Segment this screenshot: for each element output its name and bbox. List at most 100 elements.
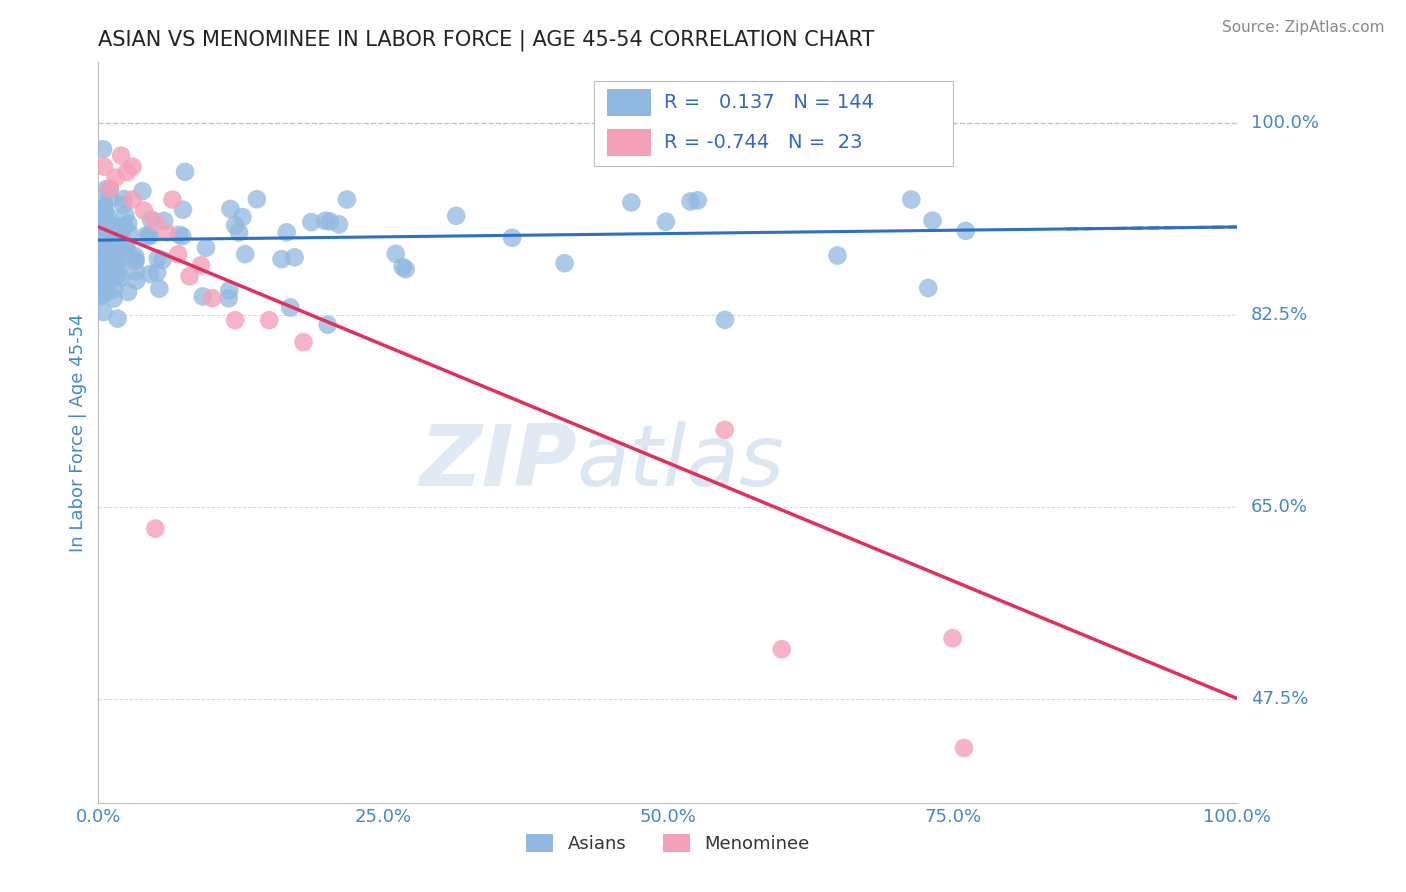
Point: [115, 241, 138, 255]
Point: [103, 282, 125, 296]
Point: [278, 301, 301, 315]
Point: [94, 212, 117, 227]
Point: [124, 249, 146, 263]
Point: [94, 227, 117, 241]
Point: [299, 215, 322, 229]
Point: [231, 210, 253, 224]
FancyBboxPatch shape: [593, 81, 953, 166]
Point: [114, 208, 136, 222]
Point: [94, 182, 117, 196]
Text: 65.0%: 65.0%: [1251, 498, 1308, 516]
Point: [87, 274, 110, 288]
Point: [121, 160, 143, 174]
Point: [955, 224, 977, 238]
Point: [172, 202, 194, 217]
Point: [714, 423, 737, 437]
Point: [87, 264, 110, 278]
Point: [103, 268, 125, 282]
Point: [270, 252, 292, 267]
Point: [195, 241, 218, 255]
Point: [145, 214, 167, 228]
Point: [93, 215, 115, 229]
Point: [97, 285, 120, 299]
Point: [233, 247, 256, 261]
Point: [124, 254, 146, 268]
Point: [135, 228, 157, 243]
Point: [105, 246, 128, 260]
Legend: Asians, Menominee: Asians, Menominee: [519, 827, 817, 861]
Point: [224, 313, 246, 327]
Point: [91, 142, 114, 156]
Point: [319, 214, 342, 228]
Point: [145, 522, 167, 536]
Point: [224, 218, 246, 232]
Point: [90, 280, 112, 294]
Point: [153, 214, 176, 228]
Point: [125, 274, 148, 288]
Point: [100, 191, 122, 205]
Point: [98, 181, 121, 195]
Point: [94, 256, 117, 270]
Text: R =   0.137   N = 144: R = 0.137 N = 144: [665, 93, 875, 112]
Point: [121, 193, 143, 207]
Point: [124, 252, 146, 267]
Point: [107, 268, 129, 283]
Point: [101, 222, 124, 236]
Point: [104, 258, 127, 272]
Point: [103, 266, 125, 280]
Point: [89, 241, 111, 255]
Point: [89, 229, 111, 244]
Point: [174, 165, 197, 179]
Point: [111, 198, 134, 212]
Point: [167, 247, 190, 261]
Text: ASIAN VS MENOMINEE IN LABOR FORCE | AGE 45-54 CORRELATION CHART: ASIAN VS MENOMINEE IN LABOR FORCE | AGE …: [98, 29, 875, 51]
Point: [169, 227, 191, 242]
Point: [219, 202, 242, 216]
Point: [148, 282, 170, 296]
Point: [218, 283, 240, 297]
Point: [139, 267, 162, 281]
Point: [110, 149, 132, 163]
Point: [172, 229, 194, 244]
Point: [554, 256, 576, 270]
Point: [444, 209, 467, 223]
Point: [218, 291, 240, 305]
Point: [108, 244, 131, 258]
Point: [94, 219, 117, 233]
Point: [93, 254, 115, 268]
Point: [93, 196, 115, 211]
Point: [101, 221, 124, 235]
Point: [98, 183, 121, 197]
Point: [93, 250, 115, 264]
Point: [98, 249, 121, 263]
Point: [103, 264, 125, 278]
Text: R = -0.744   N =  23: R = -0.744 N = 23: [665, 134, 863, 153]
Point: [94, 205, 117, 219]
Point: [87, 253, 110, 268]
Point: [90, 277, 112, 292]
Point: [246, 192, 269, 206]
Point: [117, 285, 139, 299]
Point: [108, 260, 131, 275]
Point: [94, 273, 117, 287]
Point: [103, 237, 125, 252]
Point: [112, 238, 135, 252]
Point: [125, 264, 148, 278]
Point: [112, 192, 135, 206]
Point: [679, 194, 702, 209]
Point: [87, 202, 110, 217]
Point: [98, 257, 121, 271]
Point: [501, 230, 523, 244]
Point: [93, 266, 115, 280]
Point: [110, 271, 132, 285]
Point: [917, 281, 939, 295]
Point: [384, 247, 406, 261]
Point: [942, 632, 965, 646]
Point: [94, 219, 117, 233]
Point: [259, 313, 281, 327]
FancyBboxPatch shape: [607, 129, 651, 156]
Y-axis label: In Labor Force | Age 45-54: In Labor Force | Age 45-54: [69, 313, 87, 552]
Point: [139, 212, 162, 227]
Point: [96, 218, 118, 232]
Point: [96, 244, 118, 258]
